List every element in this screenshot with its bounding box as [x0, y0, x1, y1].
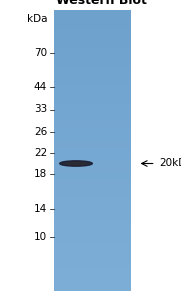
Text: 14: 14 — [34, 203, 47, 214]
Text: 70: 70 — [34, 47, 47, 58]
Text: 20kDa: 20kDa — [159, 158, 181, 169]
Ellipse shape — [66, 162, 86, 165]
Text: 26: 26 — [34, 127, 47, 137]
Text: kDa: kDa — [27, 14, 47, 25]
Text: 44: 44 — [34, 82, 47, 92]
Text: Western Blot: Western Blot — [56, 0, 147, 8]
Text: 18: 18 — [34, 169, 47, 179]
Ellipse shape — [60, 161, 92, 166]
Text: 22: 22 — [34, 148, 47, 158]
Text: 33: 33 — [34, 104, 47, 115]
Text: 10: 10 — [34, 232, 47, 242]
